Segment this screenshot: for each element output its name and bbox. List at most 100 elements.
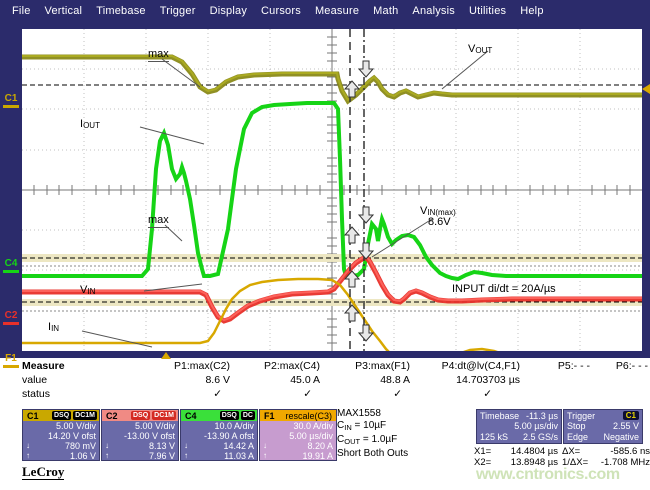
channel-c1-tag-dsq: DSQ <box>51 411 72 420</box>
channel-box-c1[interactable]: C1 DSQ DC1M 5.00 V/div 14.20 V ofst ↓ 78… <box>22 409 100 461</box>
menu-item-cursors[interactable]: Cursors <box>261 5 301 17</box>
measure-value-p1: 8.6 V <box>205 374 230 386</box>
menu-item-analysis[interactable]: Analysis <box>412 5 455 17</box>
channel-box-c2-low: ↓ 8.13 V <box>102 441 178 451</box>
channel-box-f1[interactable]: F1 rescale(C3) 30.0 A/div 5.00 µs/div ↓ … <box>259 409 337 461</box>
channel-box-f1-scale: 30.0 A/div <box>293 421 333 431</box>
channel-box-c1-high: ↑ 1.06 V <box>23 451 99 461</box>
didt-note: INPUT di/dt = 20A/µs <box>452 283 556 295</box>
timebase-acquisition: 125 kS 2.5 GS/s <box>477 432 561 443</box>
measure-col-p4-name[interactable]: P4:dt@lv(C4,F1) <box>441 360 520 372</box>
channel-marker-c1[interactable]: C1 <box>2 94 20 108</box>
lecroy-logo: LeCroy <box>22 464 65 480</box>
cursor-x1-value: 14.4804 µs <box>510 446 558 457</box>
graticule[interactable]: max VOUT IOUT max VIN(max) 8.6V VIN IIN … <box>22 29 642 351</box>
channel-box-c2[interactable]: C2 DSQ DC1M 5.00 V/div -13.00 V ofst ↓ 8… <box>101 409 179 461</box>
menu-item-measure[interactable]: Measure <box>314 5 360 17</box>
menu-item-math[interactable]: Math <box>373 5 399 17</box>
measure-value-p2: 45.0 A <box>290 374 320 386</box>
channel-marker-f1[interactable]: F1 <box>2 354 20 368</box>
channel-box-c1-low: ↓ 780 mV <box>23 441 99 451</box>
channel-c1-tag-dc1m: DC1M <box>73 411 97 420</box>
cursor-x2-label: X2= <box>474 457 492 468</box>
timebase-title: Timebase <box>480 410 520 421</box>
channel-c2-tag-dc1m: DC1M <box>152 411 176 420</box>
max-label-vin: max <box>148 214 169 228</box>
channel-box-c4-scale: 10.0 A/div <box>214 421 254 431</box>
measure-value-p4: 14.703703 µs <box>456 374 520 386</box>
up-arrow-icon: ↑ <box>26 451 30 460</box>
measure-row-label: Measure <box>22 360 65 372</box>
vin-max-value: 8.6V <box>428 216 451 228</box>
channel-box-c4-high: ↑ 11.03 A <box>181 451 257 461</box>
channel-c2-tag-dsq: DSQ <box>130 411 151 420</box>
channel-box-c2-name: C2 <box>106 410 118 421</box>
channel-box-f1-timebase: 5.00 µs/div <box>289 431 333 441</box>
waveform-iin <box>22 277 498 351</box>
up-arrow-icon: ↑ <box>263 451 267 460</box>
measure-col-p2-name[interactable]: P2:max(C4) <box>263 360 320 372</box>
menu-item-timebase[interactable]: Timebase <box>96 5 146 17</box>
channel-box-c2-tags: DSQ DC1M <box>130 411 176 420</box>
channel-marker-c1-bar <box>3 105 19 108</box>
watermark: www.cntronics.com <box>476 466 620 483</box>
channel-marker-c4[interactable]: C4 <box>2 259 20 273</box>
menu-item-help[interactable]: Help <box>520 5 544 17</box>
channel-box-f1-name: F1 <box>264 410 275 421</box>
measure-col-p5-name[interactable]: P5:- - - <box>557 360 590 372</box>
trigger-source-badge[interactable]: C1 <box>622 411 639 420</box>
cursor-readout: X1= 14.4804 µs ΔX= -585.6 ns X2= 13.8948… <box>474 446 650 468</box>
menu-item-display[interactable]: Display <box>209 5 248 17</box>
trigger-position-marker-icon[interactable] <box>161 352 171 359</box>
channel-box-c4[interactable]: C4 DSQ DC 10.0 A/div -13.90 A ofst ↓ 14.… <box>180 409 258 461</box>
measure-col-p6-name[interactable]: P6:- - - <box>615 360 648 372</box>
scope-display-area: C1 C4 C2 F1 <box>0 22 650 368</box>
measure-header-row: Measure P1:max(C2) P2:max(C4) P3:max(F1)… <box>0 360 650 373</box>
note-cin: CIN = 10µF <box>337 420 387 432</box>
measure-col-p3-name[interactable]: P3:max(F1) <box>355 360 410 372</box>
cursor-x1-row: X1= 14.4804 µs ΔX= -585.6 ns <box>474 446 650 457</box>
measure-status-p3: ✓ <box>393 388 402 400</box>
cursor-dx-value: -585.6 ns <box>610 446 650 457</box>
trigger-panel[interactable]: Trigger C1 Stop 2.55 V Edge Negative <box>563 409 643 444</box>
measure-status-p1: ✓ <box>213 388 222 400</box>
timebase-panel[interactable]: Timebase -11.3 µs 5.00 µs/div 125 kS 2.5… <box>476 409 562 444</box>
menu-item-utilities[interactable]: Utilities <box>468 5 507 17</box>
trigger-mode-row: Edge Negative <box>564 432 642 443</box>
cursor-handles[interactable] <box>22 29 642 351</box>
graticule-grid <box>22 29 642 351</box>
trigger-level-arrow-icon[interactable] <box>642 84 650 94</box>
measurement-level-bands <box>22 254 642 312</box>
channel-box-f1-high: ↑ 19.91 A <box>260 451 336 461</box>
iin-label: IIN <box>48 321 60 333</box>
menu-item-file[interactable]: File <box>12 5 31 17</box>
menu-item-trigger[interactable]: Trigger <box>159 5 196 17</box>
test-conditions-notes: MAX1558 CIN = 10µF COUT = 1.0µF Short Bo… <box>337 408 408 460</box>
waveform-vin <box>22 253 642 324</box>
max-label-vout: max <box>148 48 169 62</box>
note-cout: COUT = 1.0µF <box>337 434 398 446</box>
channel-marker-c4-bar <box>3 270 19 273</box>
channel-box-f1-low: ↓ 8.20 A <box>260 441 336 451</box>
down-arrow-icon: ↓ <box>263 441 267 450</box>
measure-col-p1-name[interactable]: P1:max(C2) <box>173 360 230 372</box>
iout-label: IOUT <box>80 118 100 130</box>
channel-box-f1-header: F1 rescale(C3) <box>260 410 336 421</box>
channel-box-c1-low-value: 780 mV <box>64 441 96 451</box>
channel-box-c2-scale: 5.00 V/div <box>134 421 175 431</box>
vout-label: VOUT <box>468 43 493 55</box>
channel-marker-c2[interactable]: C2 <box>2 311 20 325</box>
channel-box-c4-tags: DSQ DC <box>219 411 255 420</box>
measure-status-label: status <box>22 388 51 400</box>
channel-box-c2-header: C2 DSQ DC1M <box>102 410 178 421</box>
menu-bar: File Vertical Timebase Trigger Display C… <box>0 0 650 22</box>
measure-status-p4: ✓ <box>483 388 492 400</box>
channel-marker-f1-bar <box>3 365 19 368</box>
channel-box-c1-name: C1 <box>27 410 39 421</box>
cursor-x2-row: X2= 13.8948 µs 1/ΔX= -1.708 MHz <box>474 457 650 468</box>
channel-box-c1-offset: 14.20 V ofst <box>47 431 96 441</box>
measure-value-label: value <box>22 374 48 386</box>
measure-status-row: status ✓ ✓ ✓ ✓ <box>0 388 650 401</box>
menu-item-vertical[interactable]: Vertical <box>44 5 83 17</box>
